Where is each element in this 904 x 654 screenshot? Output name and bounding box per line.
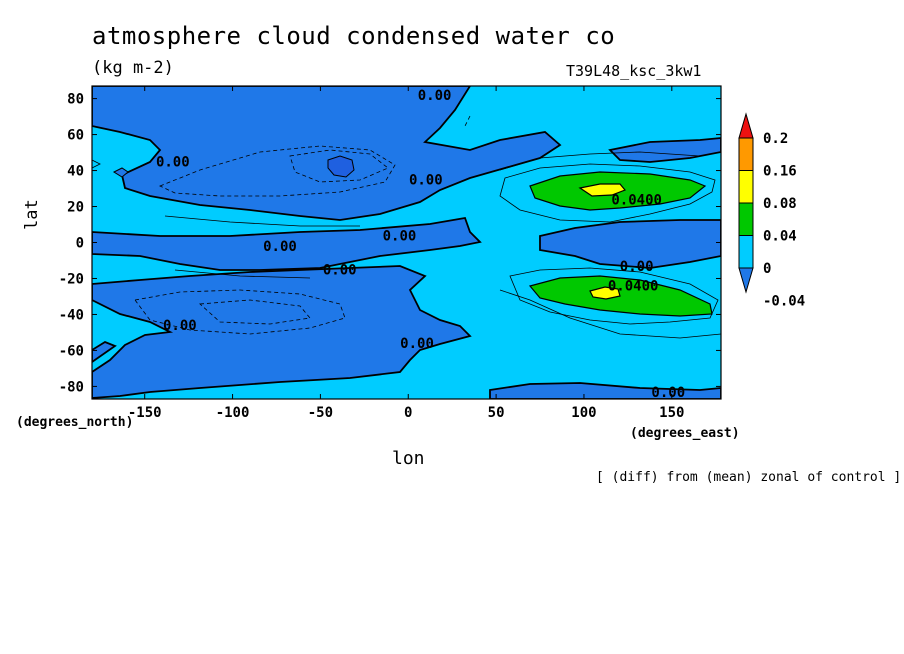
x-tick-label: 150 xyxy=(659,405,684,421)
contour-label: 0.00 xyxy=(156,155,190,171)
x-axis-units: (degrees_east) xyxy=(630,426,740,441)
contour-label: 0.00 xyxy=(383,228,417,244)
thin-contours xyxy=(92,151,721,339)
colorbar-level-label: -0.04 xyxy=(763,294,805,310)
y-tick-label: -60 xyxy=(59,343,84,359)
run-label: T39L48_ksc_3kw1 xyxy=(566,62,702,80)
colorbar-segment xyxy=(738,137,754,171)
y-tick-label: -80 xyxy=(59,379,84,395)
x-axis-label: lon xyxy=(392,448,425,469)
colorbar: 0.2 0.16 0.08 0.04 0 -0.04 xyxy=(738,112,805,310)
contour-label: 0.0400 xyxy=(608,279,659,295)
negative-region-north xyxy=(92,86,562,221)
dashed-contours xyxy=(134,115,471,335)
y-tick-label: 0 xyxy=(76,236,84,252)
positive-region-south-yellow xyxy=(589,286,621,300)
x-tick-label: 0 xyxy=(404,405,412,421)
y-tick-label: -40 xyxy=(59,307,84,323)
dashed-contour xyxy=(199,299,311,325)
thin-contour xyxy=(499,163,716,223)
thin-contour xyxy=(499,289,721,339)
colorbar-segment xyxy=(738,235,754,269)
thin-contour xyxy=(174,269,311,279)
negative-region-equator xyxy=(92,216,482,271)
thin-contour xyxy=(92,159,101,169)
y-tick-label: 20 xyxy=(67,200,84,216)
y-tick-label: -20 xyxy=(59,271,84,287)
x-tick-label: -150 xyxy=(128,405,162,421)
contour-label: 0.00 xyxy=(263,239,297,255)
negative-region-southeast xyxy=(489,382,721,399)
positive-region-north-yellow xyxy=(578,183,626,197)
y-tick-label: 40 xyxy=(67,164,84,180)
dashed-contour xyxy=(289,149,389,183)
contour-labels: 0.00 0.00 0.00 0.0400 0.00 0.00 0.00 0.00 0.0400… xyxy=(156,88,685,401)
thin-contour xyxy=(499,151,701,171)
contour-label: 0.00 xyxy=(651,385,685,401)
thin-contour xyxy=(164,215,360,227)
x-tick-label: 50 xyxy=(488,405,505,421)
colorbar-segment xyxy=(738,202,754,236)
negative-region-southwest-edge xyxy=(92,340,117,364)
thin-contour xyxy=(509,267,719,325)
x-tick-label: 100 xyxy=(571,405,596,421)
negative-region-east-tropics xyxy=(539,219,721,269)
y-axis-units: (degrees_north) xyxy=(16,415,134,430)
contour-label: 0.00 xyxy=(409,173,443,189)
x-tick-label: -100 xyxy=(216,405,250,421)
dashed-contour xyxy=(158,145,396,197)
axis-ticks: -150 -100 -50 0 50 100 150 -80 -60 -40 -20 0 20 40 60 8… xyxy=(59,86,721,421)
contour-label: 0.0400 xyxy=(611,192,662,208)
contour-label: 0.00 xyxy=(620,259,654,275)
y-tick-label: 60 xyxy=(67,128,84,144)
colorbar-level-label: 0.04 xyxy=(763,229,797,245)
negative-region-south xyxy=(92,265,472,399)
dashed-contour xyxy=(464,115,471,127)
contour-label: 0.00 xyxy=(163,318,197,334)
small-patch-40n-west xyxy=(112,167,129,178)
contour-label: 0.00 xyxy=(400,336,434,352)
contour-label: 0.00 xyxy=(323,262,357,278)
colorbar-level-label: 0 xyxy=(763,261,771,277)
colorbar-segment xyxy=(738,170,754,204)
negative-region-northeast xyxy=(608,137,721,163)
chart-title: atmosphere cloud condensed water co xyxy=(92,22,616,50)
dashed-contour xyxy=(134,289,346,335)
colorbar-level-label: 0.08 xyxy=(763,196,797,212)
y-tick-label: 80 xyxy=(67,92,84,108)
minimum-patch-40n xyxy=(327,155,355,178)
colorbar-level-label: 0.16 xyxy=(763,164,797,180)
contour-field xyxy=(92,86,721,399)
colorbar-top-triangle xyxy=(738,112,754,139)
comparison-note: [ (diff) from (mean) zonal of control ] xyxy=(596,470,902,485)
x-tick-label: -50 xyxy=(308,405,333,421)
contour-label: 0.00 xyxy=(418,88,452,104)
colorbar-bottom-triangle xyxy=(738,267,754,294)
colorbar-level-label: 0.2 xyxy=(763,131,788,147)
chart-units: (kg m-2) xyxy=(92,58,174,78)
